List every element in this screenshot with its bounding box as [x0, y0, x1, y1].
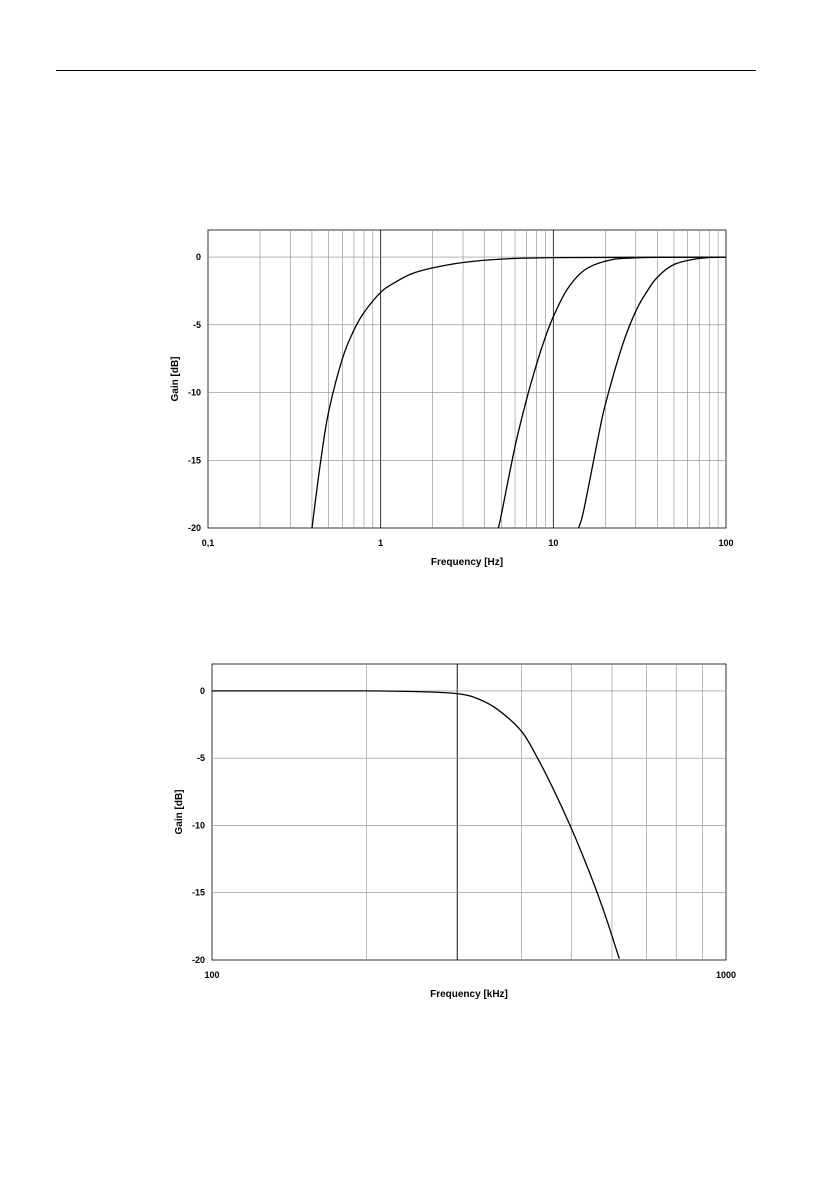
series-line-1	[211, 690, 620, 959]
chart-high-pass-filters: 0 -5 -10 -15 -200,1 1 10 100 Frequency [Hz] Gain …	[170, 229, 734, 568]
plot-frame	[211, 663, 727, 961]
x-tick-label: 1	[378, 538, 383, 548]
y-tick-label: -15	[188, 455, 201, 465]
y-tick-label: -20	[188, 523, 201, 533]
series-line-3	[577, 256, 727, 529]
y-tick-label: 0	[196, 252, 201, 262]
y-tick-label: 0	[200, 686, 205, 696]
plot-frame	[207, 229, 727, 529]
y-tick-label: -10	[192, 820, 205, 830]
y-tick-label: -5	[193, 320, 201, 330]
y-tick-label: -15	[192, 888, 205, 898]
x-tick-label: 100	[718, 538, 733, 548]
y-tick-label: -20	[192, 955, 205, 965]
y-axis-title: Gain [dB]	[174, 790, 185, 835]
x-axis-title: Frequency [kHz]	[430, 989, 508, 1000]
chart-low-pass-filter: 0 -5 -10 -15 -20 100 1000 Frequency [kHz] Gain […	[174, 663, 736, 1000]
x-tick-label: 10	[548, 538, 558, 548]
series-line-1	[311, 256, 727, 529]
y-tick-label: -5	[197, 753, 205, 763]
y-axis-title: Gain [dB]	[170, 357, 181, 402]
x-tick-label: 100	[204, 970, 219, 980]
x-axis-title: Frequency [Hz]	[431, 557, 503, 568]
x-tick-label: 0,1	[202, 538, 215, 548]
series-line-2	[497, 256, 727, 529]
y-tick-label: -10	[188, 388, 201, 398]
page-header-rule	[56, 70, 756, 71]
x-tick-label: 1000	[716, 970, 736, 980]
